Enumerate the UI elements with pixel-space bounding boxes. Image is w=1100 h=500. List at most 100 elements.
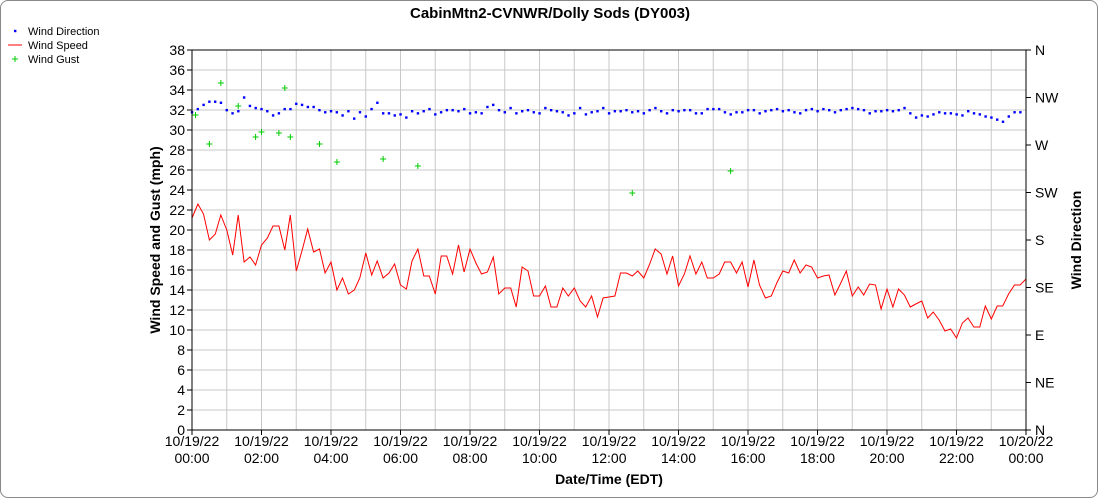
gust-point (275, 130, 282, 136)
direction-point (717, 107, 721, 111)
x-tick-time: 16:00 (730, 450, 765, 466)
direction-point (775, 107, 779, 111)
y-tick-label: 20 (169, 222, 185, 238)
y-tick-label: 2 (177, 402, 185, 418)
direction-point (735, 111, 738, 114)
legend-label: Wind Gust (28, 54, 79, 66)
direction-point (972, 112, 976, 115)
direction-point (625, 108, 628, 112)
direction-point (891, 110, 895, 113)
y-tick-label: 0 (177, 422, 185, 438)
direction-point (515, 112, 518, 115)
x-tick-date: 10/19/22 (443, 433, 498, 449)
direction-point (955, 113, 958, 116)
direction-point (277, 112, 281, 115)
gust-point (316, 141, 323, 147)
wind-speed-series (191, 202, 1027, 340)
direction-point (688, 108, 692, 112)
y-tick-label: 18 (169, 242, 185, 258)
direction-point (967, 110, 970, 113)
x-tick-date: 10/19/22 (304, 433, 359, 449)
direction-point (457, 110, 460, 113)
gust-point (206, 141, 213, 147)
gust-point (252, 134, 259, 140)
direction-point (410, 110, 414, 113)
direction-point (909, 112, 912, 115)
direction-point (880, 110, 883, 113)
direction-point (816, 110, 819, 113)
gust-point (333, 159, 340, 165)
direction-point (266, 110, 269, 113)
direction-point (225, 108, 228, 112)
direction-point (341, 114, 344, 117)
direction-point (289, 107, 292, 111)
x-tick-time: 12:00 (591, 450, 626, 466)
y2-tick-label: W (1035, 137, 1049, 153)
y-tick-label: 30 (169, 122, 185, 138)
direction-point (364, 115, 367, 118)
x-tick-time: 14:00 (661, 450, 696, 466)
direction-point (764, 110, 767, 113)
direction-point (984, 115, 987, 118)
direction-point (914, 116, 918, 119)
x-tick-date: 10/19/22 (582, 433, 637, 449)
direction-point (584, 113, 588, 116)
y-tick-label: 24 (169, 182, 185, 198)
direction-point (451, 108, 454, 112)
direction-point (231, 112, 234, 115)
direction-point (376, 101, 379, 104)
legend-label: Wind Direction (28, 26, 100, 38)
direction-point (463, 107, 466, 111)
y-tick-label: 10 (169, 322, 185, 338)
direction-point (283, 107, 286, 111)
direction-point (810, 107, 814, 111)
direction-point (352, 117, 356, 120)
direction-point (544, 106, 547, 110)
direction-point (804, 108, 808, 112)
direction-point (370, 107, 373, 111)
direction-point (897, 108, 900, 112)
y2-tick-label: E (1035, 327, 1044, 343)
direction-point (335, 111, 339, 114)
gust-point (281, 85, 288, 91)
y-tick-label: 26 (169, 162, 185, 178)
direction-point (607, 112, 611, 115)
direction-point (602, 106, 605, 110)
direction-point (833, 111, 837, 114)
grid-lines (191, 49, 1027, 431)
direction-point (619, 110, 622, 113)
direction-point (434, 113, 437, 116)
y2-tick-label: S (1035, 232, 1044, 248)
direction-point (486, 105, 489, 109)
direction-point (480, 112, 483, 115)
y2-tick-label: N (1035, 42, 1045, 58)
direction-point (1019, 111, 1022, 114)
direction-point (799, 112, 802, 115)
direction-point (503, 111, 507, 114)
direction-point (729, 113, 732, 116)
y2-tick-label: SE (1035, 280, 1054, 296)
direction-point (208, 100, 211, 103)
direction-point (839, 108, 842, 112)
direction-point (468, 112, 472, 115)
direction-point (874, 110, 877, 113)
y-tick-label: 12 (169, 302, 185, 318)
wind-gust-series (192, 80, 734, 196)
y2-tick-label: NW (1035, 90, 1059, 106)
direction-point (862, 108, 866, 112)
direction-point (648, 108, 651, 112)
direction-point (613, 110, 617, 113)
x-tick-date: 10/19/22 (373, 433, 428, 449)
direction-point (561, 111, 564, 114)
x-tick-date: 10/19/22 (651, 433, 706, 449)
direction-point (996, 118, 999, 121)
direction-point (237, 110, 240, 113)
direction-point (746, 108, 750, 112)
direction-point (295, 102, 298, 106)
direction-point (329, 110, 333, 113)
x-tick-date: 10/19/22 (165, 433, 220, 449)
legend-label: Wind Speed (28, 40, 88, 52)
direction-point (538, 112, 541, 115)
